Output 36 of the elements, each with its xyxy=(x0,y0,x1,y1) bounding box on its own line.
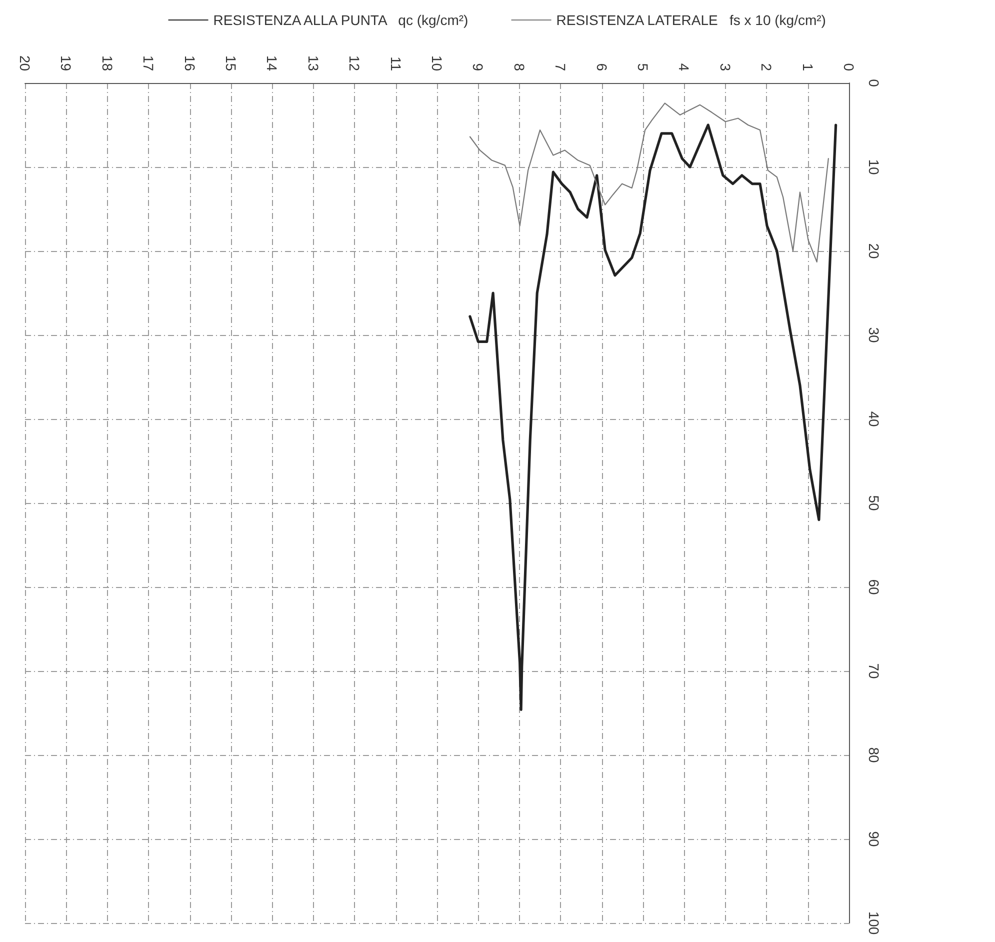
x-tick-label: 2 xyxy=(758,63,775,72)
x-tick-label: 16 xyxy=(182,55,198,72)
x-tick-label: 9 xyxy=(470,63,486,72)
x-tick-label: 15 xyxy=(223,55,239,72)
y-tick-label: 60 xyxy=(866,579,882,595)
y-tick-label: 40 xyxy=(866,411,882,427)
x-tick-label: 14 xyxy=(264,55,280,72)
x-tick-label: 20 xyxy=(17,55,33,72)
x-tick-label: 7 xyxy=(552,63,569,72)
x-tick-label: 4 xyxy=(676,63,692,72)
legend-label: RESISTENZA LATERALE fs x 10 (kg/cm²) xyxy=(556,12,826,28)
x-tick-label: 3 xyxy=(717,63,734,72)
y-tick-label: 70 xyxy=(866,663,882,679)
x-tick-label: 19 xyxy=(58,55,74,72)
legend-label: RESISTENZA ALLA PUNTA qc (kg/cm²) xyxy=(213,12,468,28)
y-tick-label: 0 xyxy=(866,79,882,88)
x-tick-label: 10 xyxy=(429,55,445,72)
x-tick-label: 6 xyxy=(594,63,610,72)
x-tick-label: 8 xyxy=(511,63,528,72)
x-tick-label: 12 xyxy=(346,55,363,72)
y-tick-label: 20 xyxy=(866,243,882,259)
y-tick-label: 30 xyxy=(866,327,882,343)
x-tick-label: 18 xyxy=(99,55,116,72)
x-tick-label: 13 xyxy=(305,55,322,72)
y-tick-label: 50 xyxy=(866,495,882,511)
x-tick-label: 0 xyxy=(841,63,857,72)
x-tick-label: 5 xyxy=(635,63,651,72)
y-tick-label: 100 xyxy=(866,911,882,935)
line-series xyxy=(469,102,829,262)
x-tick-label: 17 xyxy=(140,55,157,72)
y-tick-label: 90 xyxy=(866,831,882,847)
y-tick-label: 10 xyxy=(866,159,882,175)
x-tick-label: 1 xyxy=(800,63,816,72)
x-tick-label: 11 xyxy=(388,56,404,72)
y-tick-label: 80 xyxy=(866,747,882,763)
line-series xyxy=(468,124,838,711)
